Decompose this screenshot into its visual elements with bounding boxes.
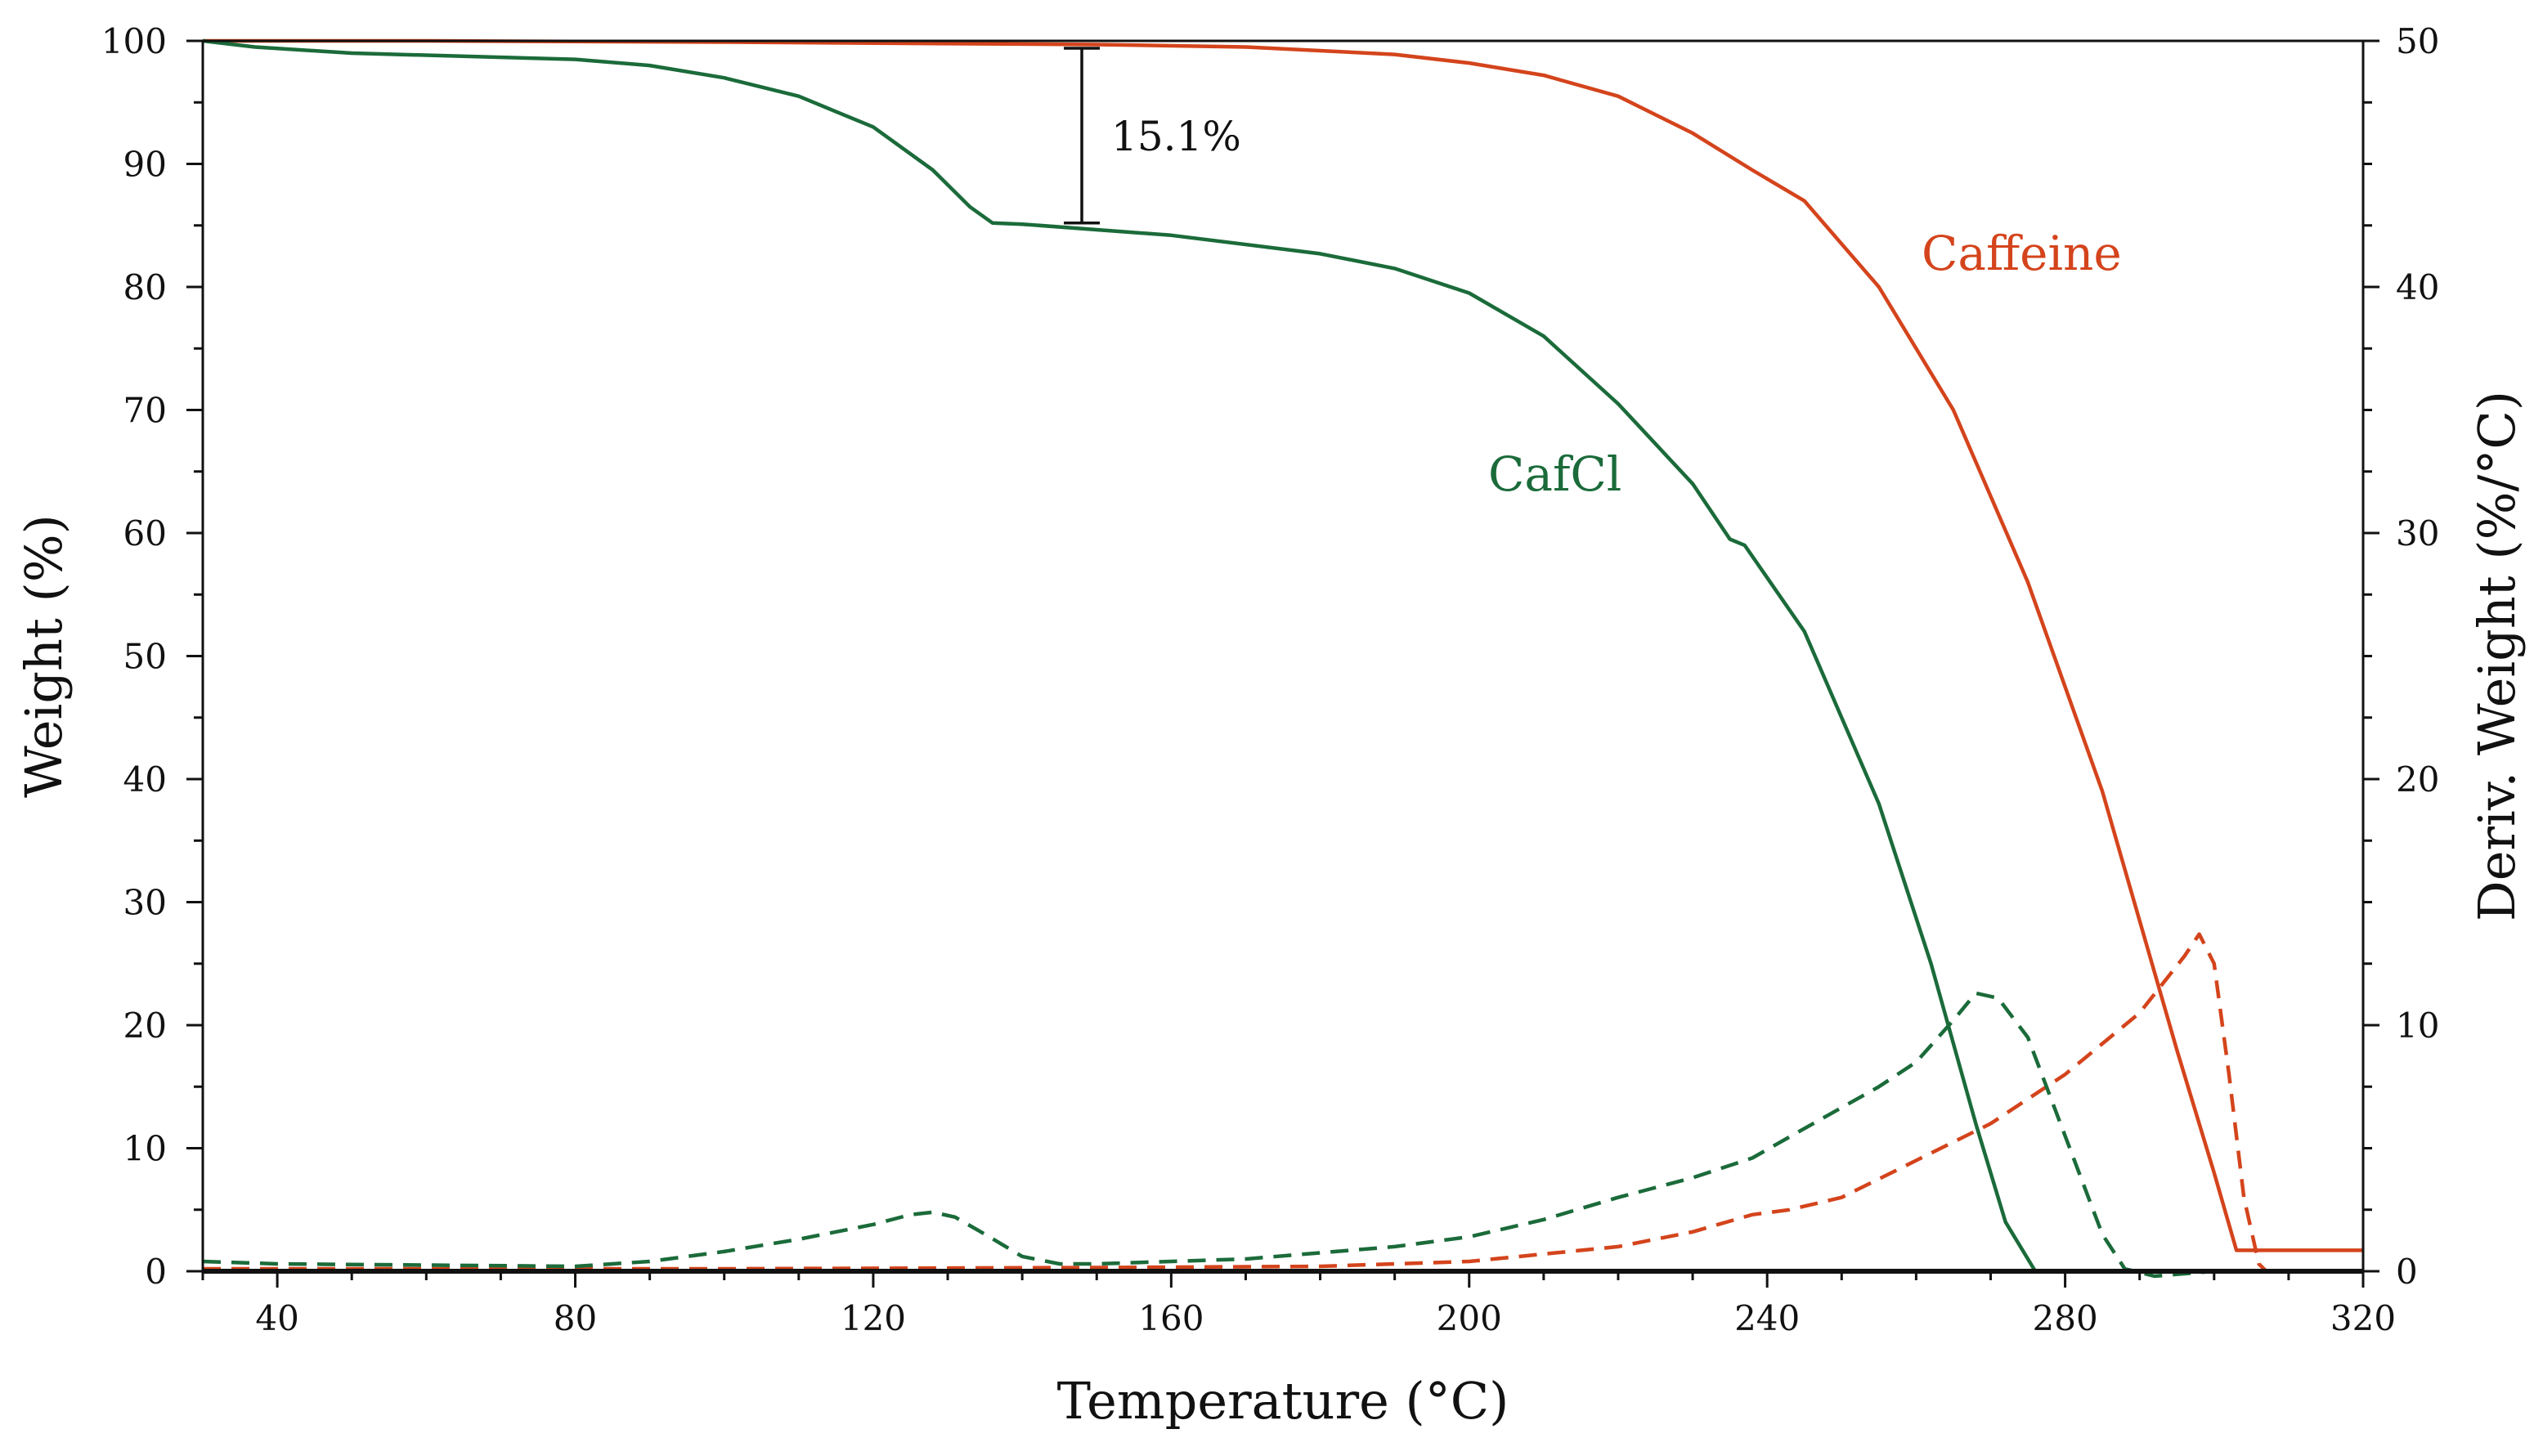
x-tick-label: 40 [255, 1298, 298, 1338]
x-tick-label: 80 [554, 1298, 597, 1338]
y2-tick-label: 30 [2396, 513, 2439, 553]
y-tick-label: 50 [123, 637, 167, 677]
y-tick-label: 60 [123, 513, 167, 553]
caffeine-weight-line [203, 38, 2363, 1252]
y2-axis-title: Deriv. Weight (%/°C) [2467, 391, 2527, 921]
y2-tick-label: 40 [2396, 267, 2439, 307]
y-tick-label: 40 [123, 759, 167, 800]
x-tick-label: 280 [2033, 1298, 2098, 1338]
y-tick-labels: 0 10 20 30 40 50 60 70 80 90 100 [101, 21, 167, 1292]
y-tick-label: 100 [101, 21, 167, 61]
caffeine-series-label: Caffeine [1922, 226, 2122, 281]
cafcl-weight-line [202, 38, 2363, 1274]
y-tick-label: 90 [123, 145, 167, 185]
y2-tick-label: 20 [2396, 759, 2439, 800]
x-tick-label: 200 [1437, 1298, 1502, 1338]
y-tick-label: 10 [123, 1129, 167, 1169]
weight-loss-label: 15.1% [1111, 113, 1241, 160]
x-tick-label: 120 [841, 1298, 906, 1338]
x-tick-labels: 40 80 120 160 200 240 280 320 [255, 1298, 2396, 1338]
plot-frame [201, 39, 2365, 1273]
y-axis-title: Weight (%) [14, 514, 74, 798]
y-tick-label: 70 [123, 391, 167, 431]
y-tick-label: 80 [123, 267, 167, 307]
x-tick-label: 160 [1138, 1298, 1204, 1338]
cafcl-derivative-line [202, 991, 2363, 1279]
x-tick-label: 240 [1734, 1298, 1800, 1338]
y-tick-label: 0 [145, 1252, 167, 1292]
y2-tick-label: 0 [2396, 1252, 2418, 1292]
annotation-group: 15.1% [1064, 47, 1241, 225]
y-tick-label: 20 [123, 1006, 167, 1046]
y-tick-label: 30 [123, 883, 167, 923]
cafcl-series-label: CafCl [1488, 446, 1621, 502]
axis-ticks [186, 39, 2379, 1288]
y2-tick-labels: 0 10 20 30 40 50 [2396, 21, 2439, 1292]
y2-tick-label: 10 [2396, 1006, 2439, 1046]
y2-tick-label: 50 [2396, 21, 2439, 61]
x-axis-title: Temperature (°C) [1057, 1371, 1509, 1431]
caffeine-derivative-line [203, 932, 2363, 1274]
x-tick-label: 320 [2330, 1298, 2396, 1338]
